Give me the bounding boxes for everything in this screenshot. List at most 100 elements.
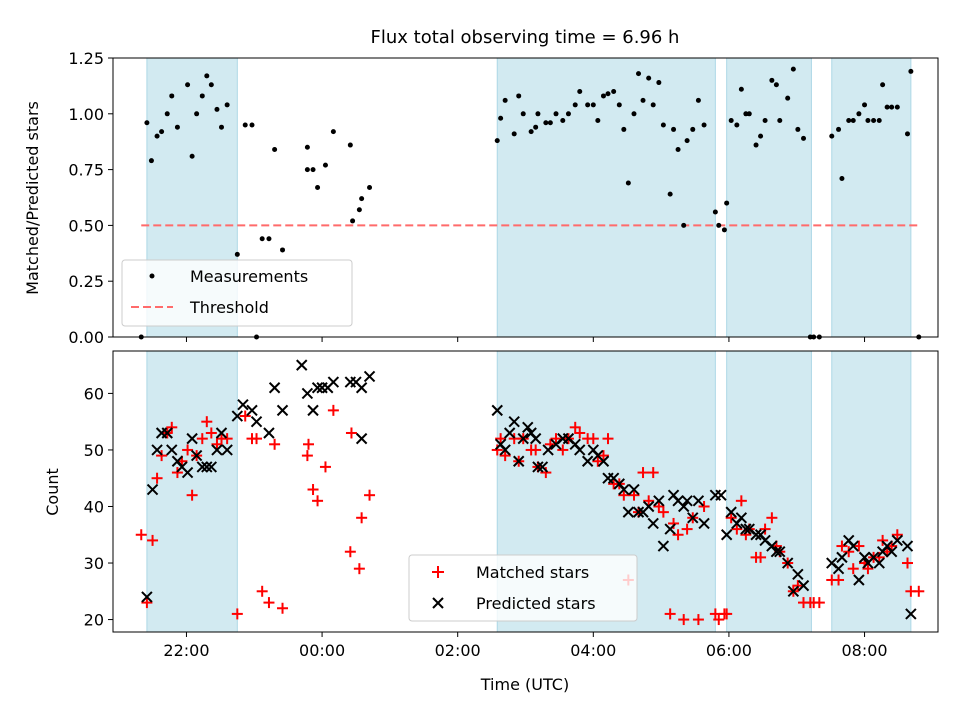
predicted-star-point — [657, 540, 670, 552]
predicted-star-point — [792, 568, 804, 581]
matched-star-point — [307, 484, 319, 496]
measurement-point — [204, 73, 210, 79]
measurement-point — [656, 80, 662, 86]
matched-star-point — [345, 427, 357, 439]
measurement-point — [572, 102, 578, 108]
matched-star-point — [364, 489, 376, 501]
matched-star-point — [557, 444, 569, 456]
predicted-star-point — [873, 557, 885, 569]
measurement-point — [511, 131, 517, 137]
measurement-point — [671, 126, 677, 132]
matched-star-point — [913, 585, 925, 597]
matched-star-point — [156, 450, 168, 462]
matched-star-point — [301, 450, 313, 462]
measurement-point — [762, 117, 768, 123]
predicted-star-point — [836, 551, 848, 564]
measurement-point — [359, 196, 365, 202]
bottom-x-ticks: 22:00 00:00 02:00 04:00 06:00 08:00 — [163, 632, 888, 660]
measurement-point — [889, 104, 895, 110]
measurement-point — [605, 91, 611, 97]
matched-star-point — [698, 500, 710, 512]
predicted-star-point — [517, 432, 529, 445]
matched-star-point — [574, 427, 586, 439]
measurement-point — [850, 117, 856, 123]
y-tick-label: 0.25 — [68, 272, 104, 291]
predicted-star-point — [186, 432, 198, 445]
measurement-point — [681, 222, 687, 228]
observing-band-4 — [831, 57, 912, 338]
predicted-star-point — [296, 359, 308, 371]
measurement-point — [611, 88, 617, 94]
measurement-point — [712, 209, 718, 215]
predicted-star-point — [735, 512, 748, 524]
measurement-point — [777, 117, 783, 123]
matched-star-point — [766, 512, 778, 524]
predicted-star-point — [698, 517, 710, 530]
predicted-star-point — [647, 517, 659, 530]
measurement-point — [795, 126, 801, 132]
predicted-star-point — [681, 495, 693, 507]
predicted-star-point — [355, 382, 368, 394]
top-y-ticks: 0.00 0.25 0.50 0.75 1.00 1.25 — [68, 49, 113, 347]
measurement-point — [904, 131, 910, 137]
y-tick-label: 0.00 — [68, 328, 104, 347]
predicted-star-point — [678, 500, 690, 513]
y-tick-label: 0.75 — [68, 161, 104, 180]
predicted-star-point — [781, 557, 794, 569]
top-legend-box — [121, 259, 353, 327]
measurement-point — [695, 97, 701, 103]
predicted-star-point — [787, 585, 800, 597]
predicted-star-point — [201, 461, 213, 473]
observing-band-3 — [726, 57, 812, 338]
measurement-point — [753, 142, 759, 148]
measurement-point — [865, 117, 871, 123]
matched-star-point — [653, 500, 665, 512]
measurement-point — [234, 251, 240, 257]
predicted-star-point — [618, 483, 630, 496]
predicted-star-point — [246, 404, 258, 417]
legend-predicted-label: Predicted stars — [476, 594, 596, 613]
predicted-star-point — [499, 444, 511, 456]
matched-star-point — [344, 546, 356, 558]
matched-star-point — [499, 450, 511, 462]
measurement-point — [734, 122, 740, 128]
matched-star-point — [239, 410, 251, 422]
count-panel: 20 30 40 50 60 22:00 00:00 02:00 04:00 06:00 08:0… — [43, 350, 939, 694]
predicted-star-point — [536, 461, 549, 473]
measurement-point — [154, 133, 160, 139]
measurement-point — [621, 126, 627, 132]
predicted-star-point — [905, 608, 917, 620]
matched-star-point — [755, 551, 767, 563]
matched-star-point — [618, 489, 630, 501]
predicted-star-point — [513, 455, 525, 467]
predicted-stars-points — [141, 359, 917, 620]
matched-star-point — [731, 523, 743, 535]
legend-matched-marker — [432, 566, 444, 578]
matched-star-point — [182, 444, 194, 456]
predicted-star-point — [687, 512, 699, 524]
matched-star-point — [256, 585, 268, 597]
predicted-star-point — [231, 410, 244, 422]
predicted-star-point — [307, 404, 319, 417]
predicted-star-point — [146, 483, 159, 496]
measurement-point — [347, 142, 353, 148]
matched-star-point — [221, 433, 233, 445]
legend-threshold-label: Threshold — [189, 298, 269, 317]
predicted-star-point — [720, 529, 733, 541]
observing-band-4 — [831, 350, 912, 633]
measurement-point — [585, 102, 591, 108]
measurement-point — [214, 106, 220, 112]
measurement-point — [636, 71, 642, 77]
predicted-star-point — [190, 449, 203, 462]
measurement-point — [189, 153, 195, 159]
matched-star-point — [847, 563, 859, 575]
measurement-point — [185, 82, 191, 88]
measurement-point — [862, 102, 868, 108]
measurement-point — [884, 104, 890, 110]
bottom-legend-box — [408, 554, 638, 622]
y-tick-label: 1.00 — [68, 105, 104, 124]
matched-star-point — [327, 404, 339, 416]
matched-star-point — [186, 489, 198, 501]
measurement-point — [330, 129, 336, 135]
predicted-star-point — [581, 455, 594, 467]
